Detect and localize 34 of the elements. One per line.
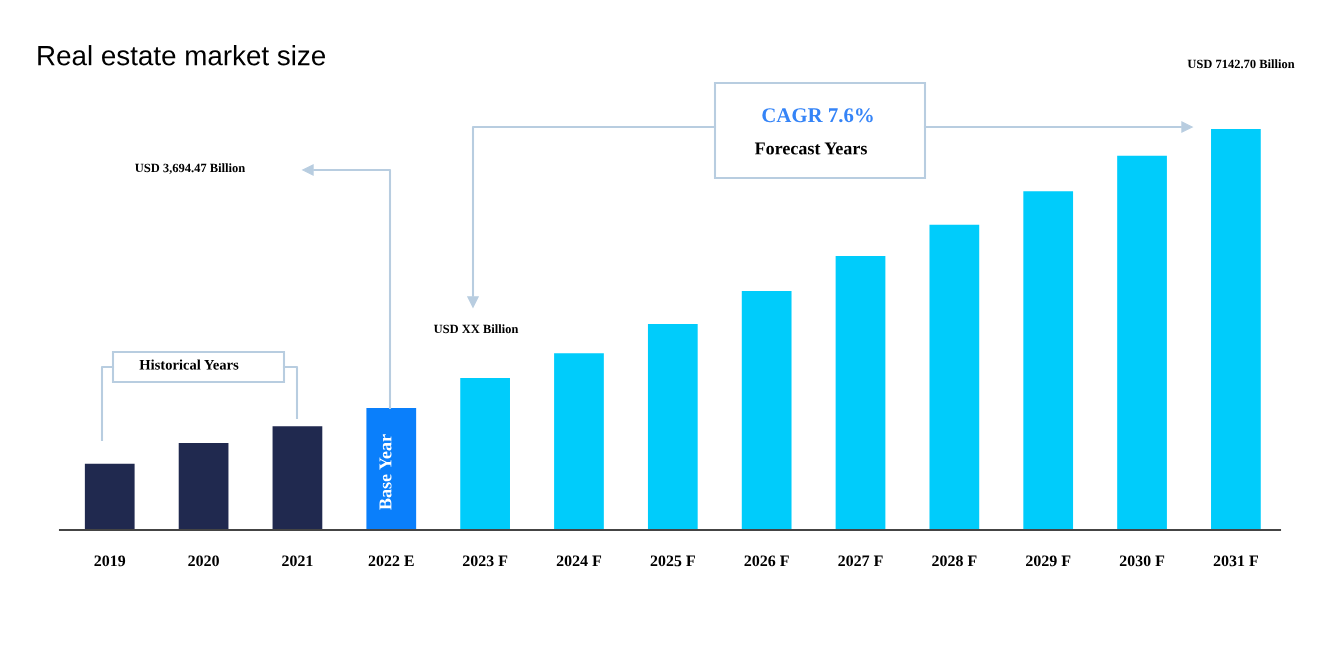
x-tick-label: 2025 F	[650, 555, 695, 567]
bar	[647, 323, 698, 530]
bar	[741, 291, 792, 530]
x-tick-label: 2027 F	[838, 555, 883, 567]
bar	[1117, 155, 1167, 530]
bar	[554, 353, 604, 530]
bar	[84, 463, 135, 530]
x-tick-label: 2019	[94, 555, 126, 567]
x-tick-label: 2026 F	[744, 555, 789, 567]
bar	[929, 224, 980, 530]
annotation: Historical Years	[139, 359, 239, 370]
bar	[460, 378, 510, 530]
x-tick-label: 2029 F	[1026, 555, 1071, 567]
x-tick-label: 2021	[282, 555, 313, 567]
text: CAGR 7.6%	[762, 108, 873, 123]
bar	[178, 442, 229, 530]
x-tick-label: 2028 F	[932, 555, 977, 567]
x-tick-label: 2030 F	[1119, 555, 1165, 567]
x-tick-label: 2031 F	[1213, 555, 1258, 567]
annotation: USD XX Billion	[433, 324, 519, 334]
annotation: USD 3,694.47 Billion	[135, 163, 246, 174]
annotation: Base Year	[379, 434, 392, 510]
x-tick-label: 2023 F	[462, 555, 508, 567]
bar	[366, 408, 417, 530]
bar	[1023, 191, 1074, 530]
x-tick-label: 2022 E	[368, 555, 414, 567]
x-tick-label: 2024 F	[556, 555, 602, 567]
text: USD 7142.70 Billion	[1187, 59, 1295, 69]
bar	[1211, 129, 1261, 530]
bar	[835, 256, 886, 530]
chart-title: Real estate market size	[38, 45, 326, 66]
bar	[272, 426, 323, 530]
x-tick-label: 2020	[188, 555, 219, 567]
annotation: Forecast Years	[754, 142, 867, 155]
